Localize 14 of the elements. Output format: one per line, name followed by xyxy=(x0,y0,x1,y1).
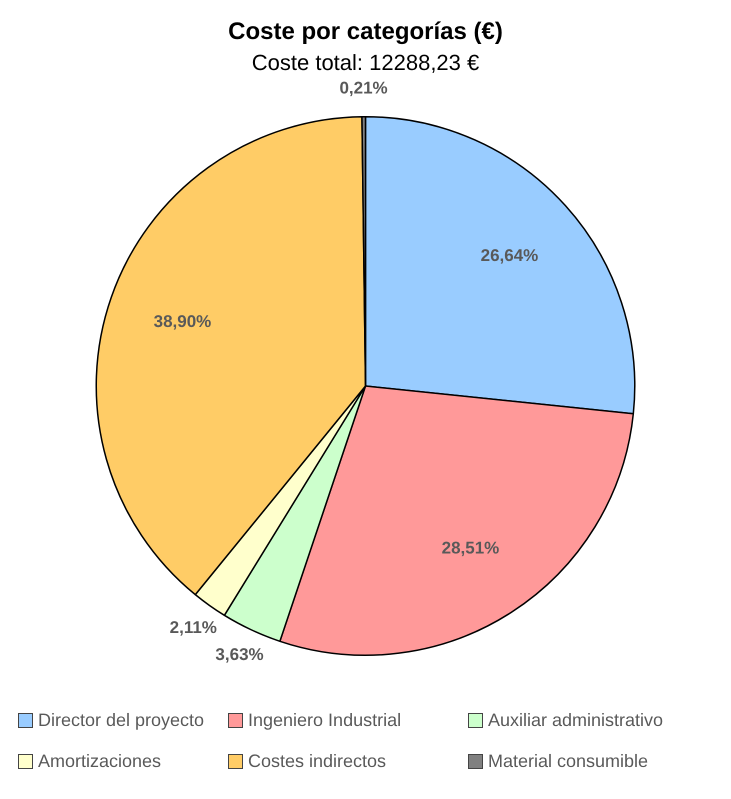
data-label: 2,11% xyxy=(170,618,217,637)
chart-subtitle: Coste total: 12288,23 € xyxy=(250,50,480,76)
legend-label: Ingeniero Industrial xyxy=(248,710,402,731)
legend-label: Material consumible xyxy=(488,751,648,772)
chart-title: Coste por categorías (€) xyxy=(227,18,504,46)
legend-label: Amortizaciones xyxy=(38,751,162,772)
data-label: 0,21% xyxy=(339,78,388,98)
data-label: 3,63% xyxy=(215,644,264,664)
data-label: 38,90% xyxy=(154,312,212,331)
legend-label: Director del proyecto xyxy=(38,710,204,731)
data-label: 28,51% xyxy=(442,538,500,558)
legend-label: Costes indirectos xyxy=(248,751,386,772)
legend-label: Auxiliar administrativo xyxy=(488,710,664,731)
data-label: 26,64% xyxy=(480,246,538,265)
